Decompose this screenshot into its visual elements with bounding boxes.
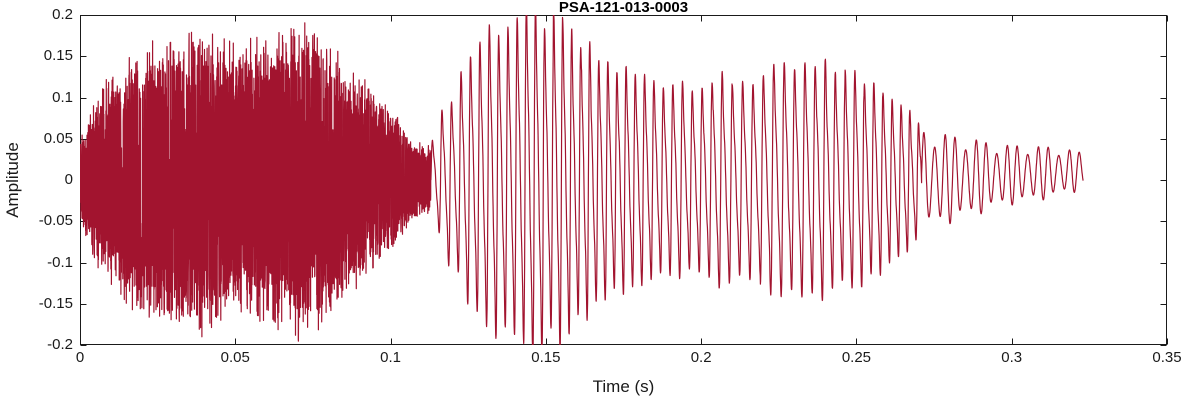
x-tick-label: 0.05 [220,349,250,366]
x-tick-label: 0.35 [1152,349,1182,366]
chart-title: PSA-121-013-0003 [558,0,689,16]
y-tick-label: 0.2 [52,6,73,23]
y-tick-label: -0.05 [38,212,73,230]
x-tick-label: 0.3 [1001,349,1023,366]
y-tick-label: -0.15 [38,294,73,312]
x-tick-label: 0.15 [531,349,561,366]
x-tick-label: 0.1 [380,349,401,366]
x-tick-label: 0.25 [841,349,872,366]
y-tick-label: 0.1 [52,88,73,106]
y-tick-label: 0 [64,171,73,188]
y-tick-label: -0.1 [47,253,73,271]
y-tick-label: 0.15 [43,47,73,65]
y-tick-label: -0.2 [47,336,73,353]
x-tick-label: 0 [75,349,85,366]
waveform-line [80,15,1084,345]
x-tick-label: 0.2 [690,349,712,366]
x-axis-label: Time (s) [592,377,655,396]
y-tick-label: 0.05 [43,129,73,147]
